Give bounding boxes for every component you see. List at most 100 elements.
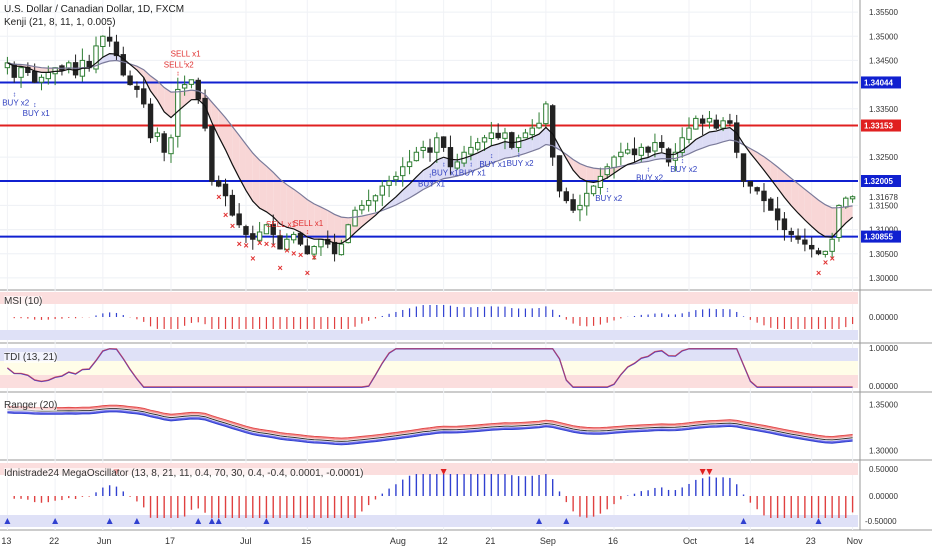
mega-buy-triangle [740, 518, 747, 524]
candle-body [475, 142, 481, 150]
kenji-cloud-segment [307, 199, 315, 240]
candle-body [761, 190, 767, 202]
candle-body [202, 97, 208, 129]
sell-signal-arrow: ↕ [176, 70, 180, 77]
candle-body [277, 235, 283, 250]
candle-body [563, 191, 570, 202]
msi-upper-band [0, 292, 858, 304]
buy-signal-arrow: ↕ [517, 152, 521, 159]
candle-body [679, 137, 685, 153]
x-axis-label: Oct [683, 536, 698, 546]
price-tick-label: 1.35500 [869, 8, 898, 17]
buy-signal-label: BUY x2 [636, 173, 664, 182]
mega-pane-title: Idnistrade24 MegaOscillator (13, 8, 21, … [4, 468, 364, 479]
candle-body [100, 35, 106, 47]
buy-signal-arrow: ↕ [606, 187, 610, 194]
mega-lower-band [0, 515, 858, 527]
candle-body [822, 250, 829, 255]
sell-signal-arrow: ↕ [183, 60, 187, 67]
tdi-lower-band [0, 375, 858, 388]
candle-body [495, 132, 501, 139]
candle-body [359, 204, 365, 211]
sell-signal-label: SELL x1 [171, 50, 201, 59]
sell-cross-marker: × [216, 192, 221, 202]
tdi-upper-band [0, 348, 858, 361]
candle-body [141, 88, 147, 105]
kenji-cloud-segment [695, 135, 703, 151]
x-axis-label: Aug [390, 536, 406, 546]
kenji-cloud-segment [716, 128, 724, 144]
candle-body [788, 230, 794, 235]
candle-body [488, 132, 495, 140]
price-tick-label: 1.35000 [869, 32, 898, 41]
msi-pane-title: MSI (10) [4, 296, 43, 307]
buy-signal-arrow: ↕ [469, 161, 473, 168]
mega-buy-triangle [563, 518, 570, 524]
candle-body [590, 185, 597, 195]
x-axis-label: Sep [540, 536, 556, 546]
candle-body [38, 76, 45, 83]
tdi-signal-line [7, 348, 853, 388]
kenji-cloud-segment [579, 163, 587, 182]
kenji-cloud-segment [811, 194, 819, 233]
kenji-cloud-segment [573, 159, 580, 178]
sell-cross-marker: × [243, 240, 248, 250]
ranger-band-line [7, 409, 853, 444]
kenji-slow-line [7, 59, 853, 219]
candle-body [147, 103, 154, 139]
candle-body [522, 132, 529, 139]
candle-body [311, 246, 317, 255]
candle-body [365, 200, 372, 206]
price-tick-label: 1.34500 [869, 56, 898, 65]
candle-body [802, 239, 808, 245]
sell-cross-marker: × [830, 253, 835, 263]
candle-body [236, 213, 242, 226]
kenji-cloud-segment [102, 53, 110, 64]
kenji-cloud-segment [757, 152, 764, 171]
indicator-label: Kenji (21, 8, 11, 1, 0.005) [4, 17, 116, 28]
candle-body [413, 151, 420, 162]
candle-body [18, 67, 24, 78]
kenji-cloud-segment [184, 90, 192, 106]
kenji-cloud-segment [409, 176, 417, 198]
kenji-cloud-segment [498, 141, 505, 161]
candle-body [645, 146, 651, 153]
mega-buy-triangle [536, 518, 543, 524]
candle-body [706, 117, 713, 123]
candle-body [106, 36, 113, 42]
price-level-label: 1.30855 [864, 233, 893, 242]
candle-body [297, 232, 304, 245]
candle-body [768, 198, 774, 211]
kenji-cloud-segment [239, 135, 246, 191]
candle-body [188, 79, 195, 85]
kenji-cloud-segment [525, 137, 533, 154]
buy-signal-arrow: ↕ [429, 172, 433, 179]
candle-body [624, 149, 631, 154]
candle-body [502, 132, 508, 139]
kenji-cloud-segment [361, 214, 369, 227]
price-tick-label: 1.32500 [869, 153, 898, 162]
kenji-cloud-segment [791, 178, 799, 214]
sell-cross-marker: × [823, 257, 828, 267]
candle-body [795, 235, 801, 240]
sell-cross-marker: × [264, 239, 269, 249]
candle-body [740, 153, 747, 182]
candle-body [849, 196, 856, 200]
kenji-cloud-segment [845, 205, 853, 224]
candle-body [727, 120, 733, 124]
kenji-cloud-segment [280, 179, 287, 228]
mega-buy-triangle [815, 518, 822, 524]
mega-buy-triangle [4, 518, 11, 524]
sell-cross-marker: × [278, 263, 283, 273]
x-axis-label: 12 [438, 536, 448, 546]
candle-body [536, 122, 542, 129]
ranger-tick-label: 1.30000 [869, 446, 898, 455]
candle-body [631, 148, 638, 156]
ranger-band-line [7, 410, 853, 445]
candle-body [379, 185, 385, 196]
buy-signal-arrow: ↕ [490, 153, 494, 160]
kenji-cloud-segment [682, 145, 690, 157]
sell-signal-label: SELL x2 [164, 60, 194, 69]
candle-body [529, 127, 535, 136]
